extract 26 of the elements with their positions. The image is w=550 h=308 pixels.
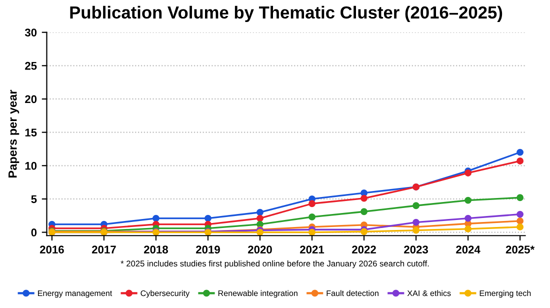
legend-label: Energy management [38,290,112,298]
y-tick-label: 5 [31,195,37,204]
x-tick-label: 2023 [404,246,428,254]
legend-label: Cybersecurity [140,290,190,298]
x-tick-label: 2020 [248,246,272,254]
x-tick-label: 2024 [456,246,480,254]
text: * 2025 includes studies first published online before the January 2026 search cutoff. [120,260,429,268]
x-tick-label: 2025* [506,246,535,254]
y-tick-label: 30 [24,28,37,36]
y-tick-label: 20 [25,95,37,104]
x-tick-label: 2022 [352,246,376,254]
legend-label: Emerging tech [480,290,531,298]
y-tick-label: 25 [25,62,37,70]
legend-label: Renewable integration [218,290,298,298]
x-tick-label: 2019 [196,246,220,254]
x-tick-label: 2016 [40,246,64,254]
y-tick-label: 15 [25,128,37,136]
y-axis-title: Papers per year [8,90,20,178]
x-tick-label: 2017 [92,246,116,254]
legend-label: XAI & ethics [407,290,451,296]
y-tick-label: 0 [31,228,37,236]
legend-label: Fault detection [326,290,378,296]
x-tick-label: 2018 [144,246,168,254]
x-tick-label: 2021 [300,246,324,254]
chart-title: Publication Volume by Thematic Cluster (2016–2025) [70,6,502,22]
y-tick-label: 10 [25,162,37,170]
